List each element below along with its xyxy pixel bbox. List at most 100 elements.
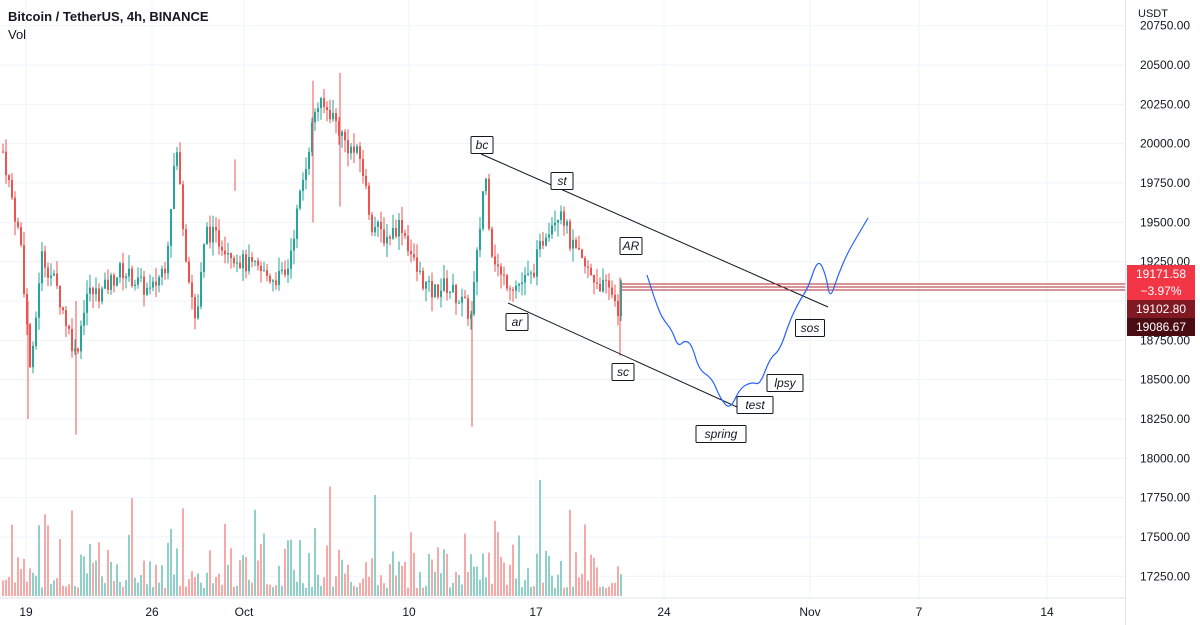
- volume-bar: [293, 569, 295, 596]
- volume-bar: [380, 575, 382, 596]
- volume-bar: [569, 509, 571, 596]
- symbol-title[interactable]: Bitcoin / TetherUS, 4h, BINANCE: [8, 9, 209, 24]
- candle-body: [89, 287, 91, 294]
- candle-body: [341, 131, 343, 136]
- annotation-st[interactable]: st: [550, 172, 574, 190]
- annotation-lpsy[interactable]: lpsy: [766, 374, 804, 392]
- volume-bar: [575, 552, 577, 596]
- volume-bar: [248, 579, 250, 596]
- candle-body: [80, 325, 82, 352]
- candle-body: [2, 151, 4, 153]
- volume-bar: [320, 585, 322, 596]
- volume-bar: [491, 583, 493, 596]
- candle-body: [422, 270, 424, 289]
- candle-body: [425, 281, 427, 289]
- volume-bar: [512, 544, 514, 596]
- candle-body: [77, 348, 79, 352]
- candle-body: [68, 325, 70, 329]
- price-tick-label: 20750.00: [1140, 19, 1190, 33]
- time-tick-label: 17: [529, 605, 543, 619]
- candle-body: [44, 251, 46, 268]
- level-tag-1: 19102.80: [1127, 300, 1195, 318]
- volume-bar: [95, 560, 97, 596]
- candle-body: [329, 109, 331, 120]
- time-tick-label: 26: [145, 605, 159, 619]
- candle-body: [41, 251, 43, 284]
- volume-bar: [530, 587, 532, 596]
- volume-bar: [584, 524, 586, 596]
- candle-body: [293, 238, 295, 251]
- volume-bar: [527, 568, 529, 596]
- candle-body: [218, 230, 220, 247]
- volume-bar: [110, 561, 112, 596]
- candle-body: [86, 293, 88, 313]
- candle-body: [224, 250, 226, 255]
- candle-body: [371, 214, 373, 233]
- volume-bar: [371, 558, 373, 596]
- candle-body: [206, 226, 208, 245]
- volume-bar: [242, 555, 244, 596]
- candle-body: [599, 283, 601, 292]
- volume-bar: [494, 520, 496, 596]
- candle-body: [71, 328, 73, 352]
- annotation-ar[interactable]: AR: [619, 237, 643, 255]
- annotation-bc[interactable]: bc: [470, 136, 494, 154]
- volume-bar: [287, 540, 289, 596]
- candle-body: [494, 256, 496, 265]
- candle-body: [320, 98, 322, 109]
- currency-label[interactable]: USDT: [1138, 8, 1168, 20]
- candle-body: [605, 279, 607, 281]
- volume-bar: [128, 534, 130, 596]
- candle-body: [461, 296, 463, 303]
- candle-body: [122, 263, 124, 279]
- time-tick-label: Nov: [799, 605, 820, 619]
- annotation-sos[interactable]: sos: [795, 319, 825, 337]
- candle-body: [392, 228, 394, 239]
- candle-body: [413, 254, 415, 258]
- volume-bar: [548, 556, 550, 596]
- candle-body: [311, 122, 313, 152]
- candle-body: [500, 266, 502, 275]
- annotation-test[interactable]: test: [736, 396, 774, 414]
- volume-bar: [434, 571, 436, 596]
- volume-bar: [284, 548, 286, 596]
- volume-bar: [560, 560, 562, 596]
- volume-bar: [497, 531, 499, 596]
- candle-body: [317, 108, 319, 113]
- volume-bar: [413, 552, 415, 596]
- volume-bar: [281, 585, 283, 596]
- candle-body: [146, 287, 148, 295]
- price-axis-divider: [1125, 0, 1126, 625]
- time-tick-label: 7: [916, 605, 923, 619]
- volume-bar: [377, 585, 379, 596]
- annotation-spring[interactable]: spring: [695, 425, 747, 443]
- volume-bar: [77, 587, 79, 596]
- volume-bar: [188, 578, 190, 596]
- volume-bar: [542, 582, 544, 596]
- volume-bar: [269, 584, 271, 596]
- volume-bar: [158, 582, 160, 596]
- candle-body: [578, 247, 580, 250]
- candle-body: [281, 269, 283, 271]
- volume-bar: [614, 582, 616, 596]
- volume-bar: [485, 577, 487, 596]
- candle-body: [143, 276, 145, 295]
- candle-body: [548, 234, 550, 238]
- volume-indicator-label[interactable]: Vol: [8, 27, 27, 42]
- volume-bar: [179, 585, 181, 596]
- price-tick-label: 17500.00: [1140, 530, 1190, 544]
- candle-body: [350, 146, 352, 154]
- annotation-ar[interactable]: ar: [505, 313, 529, 331]
- candle-body: [131, 268, 133, 287]
- candle-body: [323, 98, 325, 108]
- volume-bar: [332, 586, 334, 596]
- candle-body: [83, 312, 85, 326]
- candle-body: [116, 277, 118, 286]
- annotation-sc[interactable]: sc: [611, 363, 635, 381]
- candle-body: [533, 272, 535, 277]
- volume-bar: [119, 581, 121, 596]
- candle-body: [275, 280, 277, 286]
- candle-body: [380, 221, 382, 230]
